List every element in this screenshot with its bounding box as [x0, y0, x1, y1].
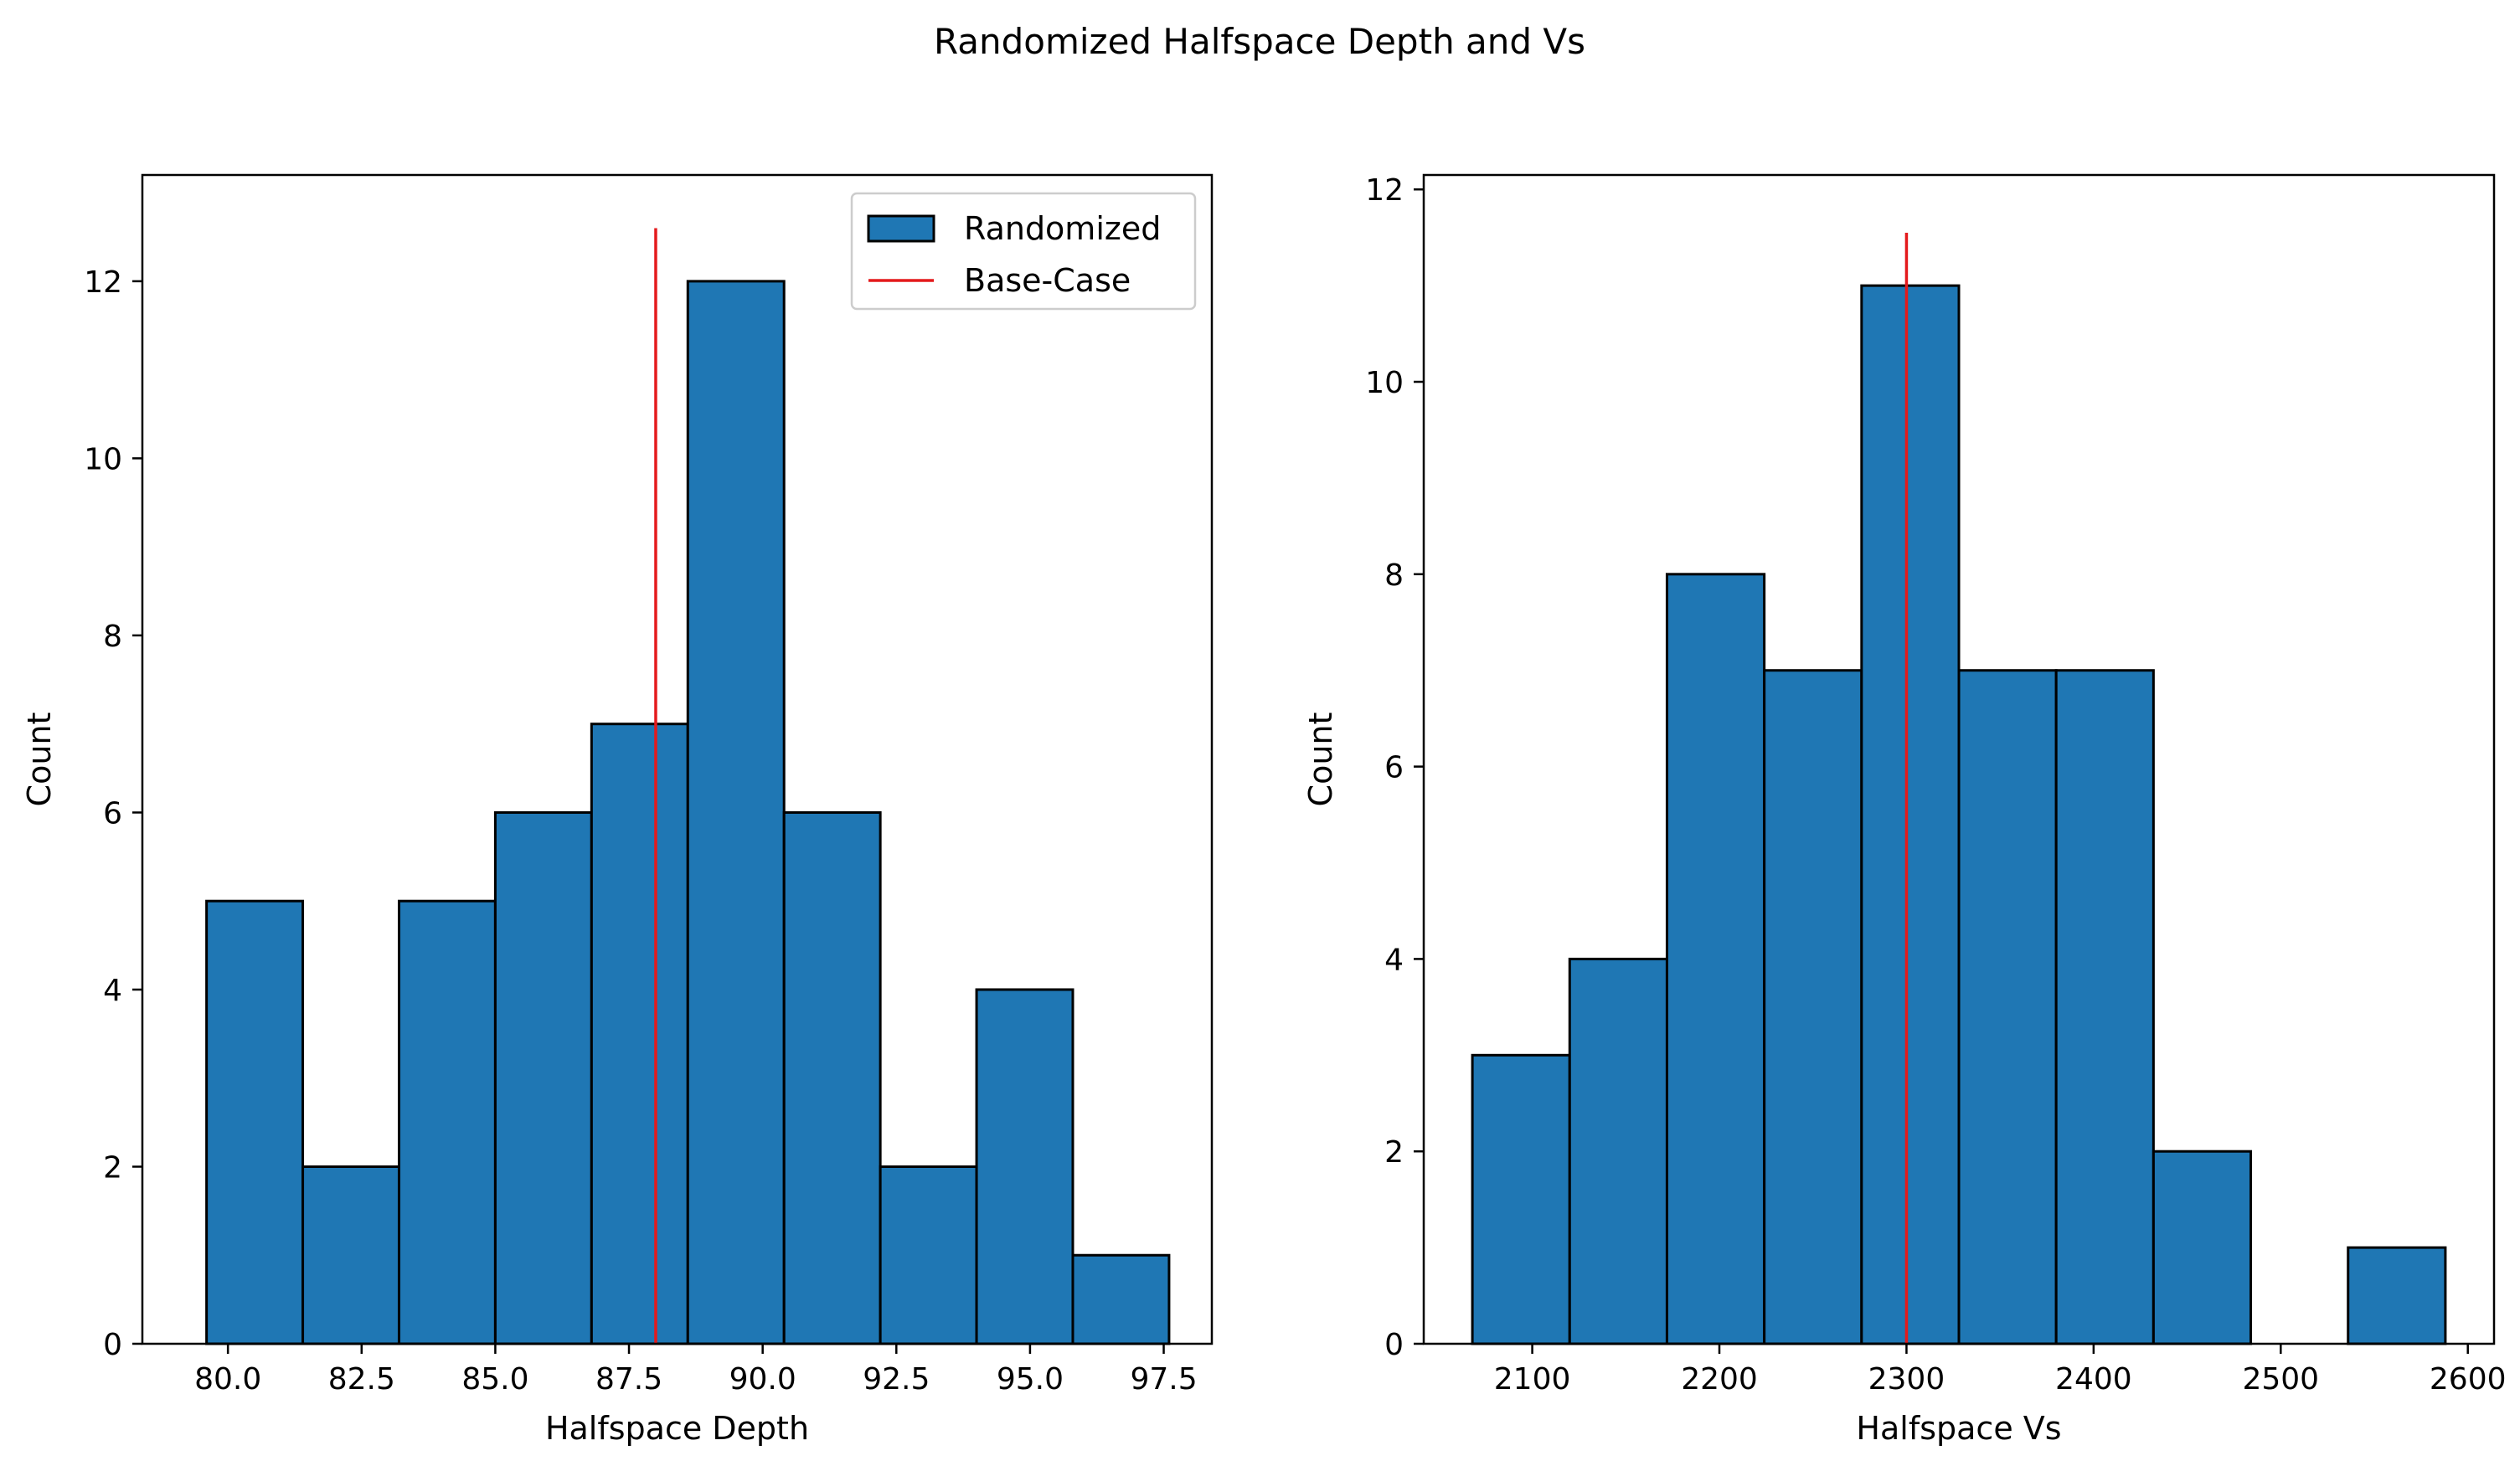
bars: [1471, 284, 2447, 1345]
legend-frame: [850, 192, 1197, 311]
histogram-bar: [2152, 1150, 2253, 1345]
y-tick-label: 12: [84, 265, 122, 300]
x-axis-label: Halfspace Vs: [1856, 1410, 2061, 1447]
x-tick-label: 95.0: [997, 1362, 1064, 1397]
y-tick-label: 4: [1384, 943, 1404, 977]
x-tick-label: 90.0: [729, 1362, 796, 1397]
histogram-bar: [1071, 1253, 1171, 1345]
x-tick-label: 2600: [2430, 1362, 2507, 1397]
legend-label: Base-Case: [964, 262, 1131, 299]
x-tick-label: 92.5: [863, 1362, 930, 1397]
histogram-bar: [2054, 669, 2155, 1345]
y-tick-label: 6: [1384, 751, 1404, 785]
legend-swatch-randomized: [867, 214, 935, 243]
y-tick-label: 2: [103, 1150, 122, 1185]
bars: [205, 280, 1171, 1345]
histogram-panel-halfspace-vs: 2100 2200 2300 2400 2500 2600 0 2 4 6 8 10 12 Halfspa…: [1302, 173, 2507, 1447]
y-tick-label: 12: [1365, 173, 1404, 208]
histogram-bar: [1568, 957, 1668, 1345]
x-axis-label: Halfspace Depth: [545, 1410, 809, 1447]
y-axis: 0 2 4 6 8 10 12: [84, 265, 142, 1362]
y-tick-label: 8: [1384, 558, 1404, 593]
y-tick-label: 4: [103, 974, 122, 1008]
histogram-bar: [1957, 669, 2058, 1345]
x-tick-label: 87.5: [595, 1362, 662, 1397]
x-tick-label: 97.5: [1130, 1362, 1197, 1397]
x-tick-label: 80.0: [194, 1362, 261, 1397]
histogram-bar: [1471, 1053, 1571, 1345]
legend: Randomized Base-Case: [850, 192, 1197, 311]
histogram-bar: [397, 899, 497, 1345]
histogram-bar: [782, 810, 882, 1345]
histogram-bar: [301, 1165, 400, 1345]
histogram-bar: [975, 988, 1074, 1345]
legend-label: Randomized: [964, 210, 1161, 247]
x-tick-label: 85.0: [461, 1362, 528, 1397]
histogram-bar: [2347, 1246, 2447, 1345]
figure-title: Randomized Halfspace Depth and Vs: [934, 21, 1585, 62]
axes-frame: [1422, 173, 2496, 1345]
y-tick-label: 0: [103, 1328, 122, 1362]
y-tick-label: 10: [84, 442, 122, 476]
x-tick-label: 2300: [1868, 1362, 1945, 1397]
x-tick-label: 2100: [1494, 1362, 1571, 1397]
y-tick-label: 2: [1384, 1135, 1404, 1170]
axes-frame: [141, 173, 1214, 1345]
x-tick-label: 2500: [2242, 1362, 2319, 1397]
y-axis: 0 2 4 6 8 10 12: [1365, 173, 1424, 1362]
histogram-bar: [590, 723, 689, 1345]
x-tick-label: 2400: [2055, 1362, 2132, 1397]
y-tick-label: 6: [103, 796, 122, 831]
histogram-bar: [493, 810, 593, 1345]
histogram-bar: [205, 899, 305, 1345]
x-tick-label: 82.5: [328, 1362, 395, 1397]
y-tick-label: 10: [1365, 366, 1404, 400]
histogram-bar: [686, 280, 786, 1345]
x-tick-label: 2200: [1681, 1362, 1758, 1397]
y-axis-label: Count: [21, 712, 58, 807]
histogram-bar: [879, 1165, 978, 1345]
y-tick-label: 0: [1384, 1328, 1404, 1362]
histogram-bar: [1763, 669, 1863, 1345]
histogram-bar: [1860, 284, 1961, 1345]
histogram-panel-halfspace-depth: 80.0 82.5 85.0 87.5 90.0 92.5 95.0 97.5 0 2 4 6 8 10 1…: [21, 173, 1214, 1447]
x-axis: 80.0 82.5 85.0 87.5 90.0 92.5 95.0 97.5: [194, 1344, 1198, 1397]
histogram-bar: [1665, 573, 1766, 1345]
y-tick-label: 8: [103, 620, 122, 654]
x-axis: 2100 2200 2300 2400 2500 2600: [1494, 1344, 2507, 1397]
y-axis-label: Count: [1302, 712, 1339, 807]
